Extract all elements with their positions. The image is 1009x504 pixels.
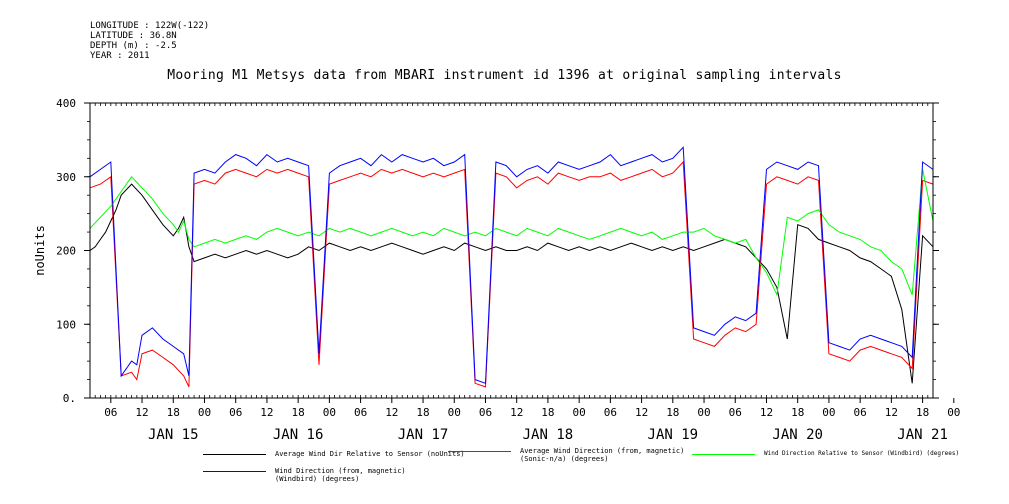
year-text: YEAR : 2011 bbox=[90, 51, 150, 61]
x-tick-label: 00 bbox=[822, 406, 835, 419]
y-tick-label: 300 bbox=[56, 171, 76, 184]
series-line-3 bbox=[89, 146, 934, 384]
x-tick-label: 12 bbox=[760, 406, 773, 419]
chart-title: Mooring M1 Metsys data from MBARI instru… bbox=[167, 68, 842, 83]
x-day-label: JAN 19 bbox=[648, 427, 699, 443]
series-line-2 bbox=[89, 169, 934, 297]
x-tick-label: 06 bbox=[354, 406, 367, 419]
x-tick-label: 00 bbox=[323, 406, 336, 419]
x-tick-label: 00 bbox=[947, 406, 960, 419]
x-tick-label: 18 bbox=[541, 406, 554, 419]
x-tick-label: 00 bbox=[448, 406, 461, 419]
x-day-label: JAN 18 bbox=[523, 427, 574, 443]
x-tick-label: 00 bbox=[198, 406, 211, 419]
x-tick-label: 06 bbox=[104, 406, 117, 419]
y-axis-label: noUnits bbox=[33, 225, 47, 276]
y-tick-label: 200 bbox=[56, 245, 76, 258]
longitude-text: LONGITUDE : 122W(-122) bbox=[90, 21, 210, 31]
x-tick-label: 18 bbox=[416, 406, 429, 419]
y-tick-label: 0. bbox=[63, 392, 76, 405]
latitude-text: LATITUDE : 36.8N bbox=[90, 31, 177, 41]
x-tick-label: 18 bbox=[292, 406, 305, 419]
y-tick-label: 400 bbox=[56, 97, 76, 110]
x-tick-label: 06 bbox=[604, 406, 617, 419]
x-tick-label: 06 bbox=[854, 406, 867, 419]
x-tick-label: 12 bbox=[510, 406, 523, 419]
x-tick-label: 12 bbox=[260, 406, 273, 419]
x-day-label: JAN 16 bbox=[273, 427, 324, 443]
x-tick-label: 18 bbox=[666, 406, 679, 419]
x-tick-label: 12 bbox=[135, 406, 148, 419]
series-line-0 bbox=[89, 183, 934, 384]
series-line-1 bbox=[89, 160, 934, 388]
x-day-label: JAN 20 bbox=[772, 427, 823, 443]
y-tick-label: 100 bbox=[56, 318, 76, 331]
x-day-label: JAN 21 bbox=[897, 427, 948, 443]
x-tick-label: 18 bbox=[791, 406, 804, 419]
depth-text: DEPTH (m) : -2.5 bbox=[90, 41, 177, 51]
x-tick-label: 06 bbox=[729, 406, 742, 419]
metadata-block: LONGITUDE : 122W(-122) LATITUDE : 36.8N … bbox=[90, 21, 209, 61]
x-tick-label: 12 bbox=[385, 406, 398, 419]
x-tick-label: 18 bbox=[167, 406, 180, 419]
x-tick-label: 06 bbox=[229, 406, 242, 419]
x-tick-label: 00 bbox=[697, 406, 710, 419]
x-day-label: JAN 15 bbox=[148, 427, 199, 443]
x-tick-label: 12 bbox=[635, 406, 648, 419]
x-tick-label: 00 bbox=[573, 406, 586, 419]
x-day-label: JAN 17 bbox=[398, 427, 449, 443]
x-tick-label: 18 bbox=[916, 406, 929, 419]
x-tick-label: 06 bbox=[479, 406, 492, 419]
x-tick-label: 12 bbox=[885, 406, 898, 419]
